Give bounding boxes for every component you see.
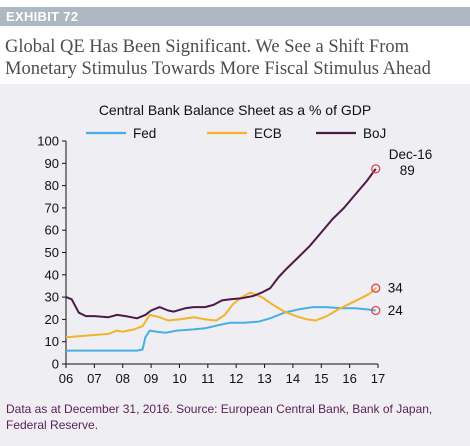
exhibit-banner: EXHIBIT 72 xyxy=(0,7,470,26)
end-marker-fed xyxy=(371,305,381,316)
x-tick-label: 07 xyxy=(87,371,101,386)
legend-label-fed: Fed xyxy=(133,126,156,141)
end-marker-boj xyxy=(371,164,381,174)
chart-panel: Central Bank Balance Sheet as a % of GDP… xyxy=(0,84,470,446)
y-tick-label: 30 xyxy=(45,290,59,305)
x-tick-label: 12 xyxy=(229,371,243,386)
x-tick-label: 06 xyxy=(59,371,73,386)
y-tick-label: 60 xyxy=(45,223,59,238)
y-tick-label: 80 xyxy=(45,178,59,193)
chart-title: Central Bank Balance Sheet as a % of GDP xyxy=(98,102,372,118)
annotation-89: 89 xyxy=(400,163,415,178)
annotation-dec-16: Dec-16 xyxy=(389,147,433,162)
chart-series xyxy=(65,168,377,352)
chart-legend: Fed ECB BoJ xyxy=(86,126,386,141)
balance-sheet-chart: 0 10 20 30 40 50 60 70 80 90 100 06 07 08 09 10 11 12 13 14… xyxy=(37,126,433,387)
x-tick-label: 11 xyxy=(201,371,215,386)
series-line-fed xyxy=(66,306,376,352)
x-tick-label: 13 xyxy=(257,371,271,386)
x-tick-label: 15 xyxy=(314,371,328,386)
y-tick-label: 70 xyxy=(45,200,59,215)
headline-line-1: Global QE Has Been Significant. We See a… xyxy=(5,37,410,57)
x-tick-label: 10 xyxy=(172,371,186,386)
series-line-ecb xyxy=(65,287,377,339)
x-tick-label: 08 xyxy=(115,371,129,386)
chart-axes: 0 10 20 30 40 50 60 70 80 90 100 06 07 08 09 10 11 12 13 14… xyxy=(37,134,385,387)
chart-end-markers xyxy=(371,164,381,316)
headline: Global QE Has Been Significant. We See a… xyxy=(5,36,467,80)
legend-label-ecb: ECB xyxy=(254,126,282,141)
y-tick-label: 0 xyxy=(52,357,59,372)
y-tick-label: 100 xyxy=(37,134,59,149)
y-tick-label: 40 xyxy=(45,267,59,282)
exhibit-label: EXHIBIT 72 xyxy=(6,9,79,24)
annotation-34: 34 xyxy=(388,281,404,296)
x-tick-label: 16 xyxy=(342,371,356,386)
series-line-boj xyxy=(65,168,377,320)
x-tick-label: 09 xyxy=(144,371,158,386)
y-tick-label: 50 xyxy=(45,245,59,260)
x-tick-label: 17 xyxy=(371,371,385,386)
legend-label-boj: BoJ xyxy=(363,126,386,141)
annotation-24: 24 xyxy=(388,303,404,318)
x-tick-label: 14 xyxy=(286,371,300,386)
y-tick-label: 20 xyxy=(45,312,59,327)
end-marker-ecb xyxy=(371,283,381,293)
y-tick-label: 10 xyxy=(45,334,59,349)
source-note: Data as at December 31, 2016. Source: Eu… xyxy=(6,402,433,432)
y-tick-label: 90 xyxy=(45,156,59,171)
headline-line-2: Monetary Stimulus Towards More Fiscal St… xyxy=(5,59,431,79)
